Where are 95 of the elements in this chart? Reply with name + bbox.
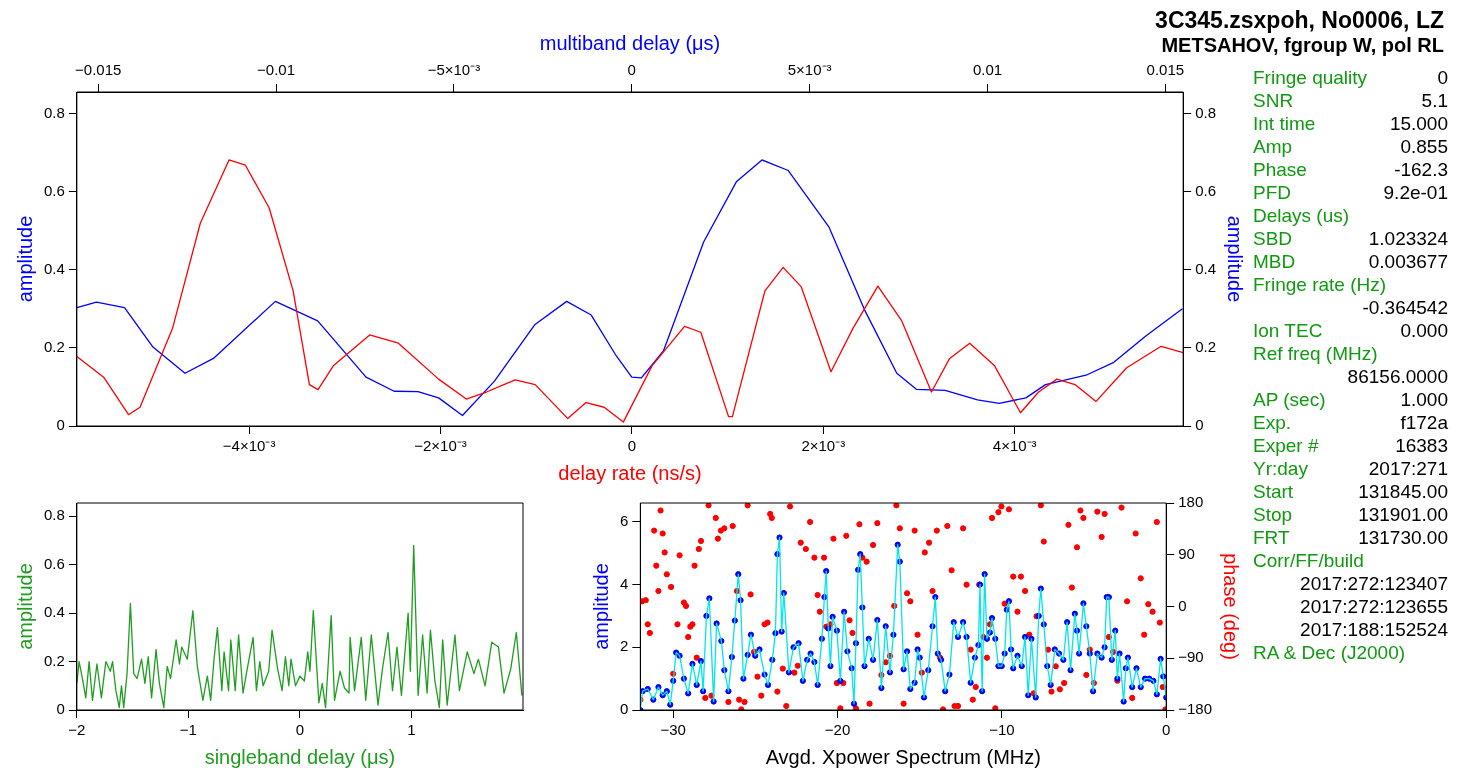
y-axis-title: amplitude (13, 215, 36, 303)
text: 1.023324 (1368, 227, 1448, 250)
x2-axis-title: multiband delay (μs) (539, 31, 721, 54)
text: Ref freq (MHz) (1253, 342, 1378, 365)
y-tick-label: 0.4 (43, 259, 65, 277)
x-tick-label: −4×10⁻³ (222, 437, 276, 455)
text: SBD (1253, 227, 1293, 250)
x2-tick-label: −0.015 (75, 61, 122, 79)
y-tick-label: 0.6 (43, 554, 65, 572)
y2-tick-label: 0.2 (1195, 338, 1217, 356)
x2-tick-label: −0.01 (257, 61, 296, 79)
y2-tick-label: 0 (1178, 596, 1187, 614)
y2-tick-label: 0.6 (1195, 181, 1217, 199)
y2-tick-label: 90 (1178, 544, 1195, 562)
text: 3C345.zsxpoh, No0006, LZ (1155, 7, 1444, 33)
x-tick-label: −30 (660, 721, 686, 739)
text: -0.364542 (1362, 296, 1448, 319)
y-tick-label: 0.8 (43, 103, 65, 121)
y-tick-label: 0.4 (43, 603, 65, 621)
x-tick-label: −20 (824, 721, 851, 739)
text: 5.1 (1421, 89, 1448, 112)
text: 2017:272:123655 (1300, 595, 1448, 618)
y-tick-label: 2 (620, 637, 629, 655)
text: 2017:272:123407 (1300, 572, 1448, 595)
text: 131730.00 (1358, 526, 1448, 549)
y2-tick-label: −180 (1178, 700, 1213, 718)
text: 1.000 (1400, 388, 1448, 411)
y2-tick-label: 0.8 (1195, 103, 1217, 121)
text: 2017:188:152524 (1300, 618, 1448, 641)
y2-axis-title: phase (deg) (1220, 553, 1243, 660)
x-tick-label: 2×10⁻³ (801, 437, 846, 455)
text: RA & Dec (J2000) (1253, 641, 1406, 664)
x2-tick-label: 0.01 (972, 61, 1003, 79)
x-tick-label: −2 (68, 721, 86, 739)
x-axis-title: delay rate (ns/s) (558, 461, 702, 484)
text: f172a (1400, 411, 1448, 434)
y2-axis-title: amplitude (1224, 215, 1247, 303)
x-axis-title: Avgd. Xpower Spectrum (MHz) (765, 745, 1041, 768)
y-tick-label: 0.2 (43, 651, 65, 669)
y-tick-label: 0 (620, 700, 629, 718)
text: Fringe rate (Hz) (1253, 273, 1387, 296)
text: PFD (1253, 181, 1291, 204)
text: 15.000 (1389, 112, 1448, 135)
text: 0 (1437, 66, 1448, 89)
y2-tick-label: 0 (1195, 416, 1204, 434)
text: Exper # (1253, 434, 1319, 457)
text: 9.2e-01 (1383, 181, 1448, 204)
text: METSAHOV, fgroup W, pol RL (1161, 34, 1444, 56)
y-tick-label: 0 (56, 416, 65, 434)
text: -162.3 (1394, 158, 1448, 181)
text: SNR (1253, 89, 1294, 112)
y-tick-label: 0.6 (43, 181, 65, 199)
text: Stop (1253, 503, 1293, 526)
x-axis-title: singleband delay (μs) (204, 745, 396, 768)
text: Yr:day (1253, 457, 1308, 480)
x-tick-label: 0 (1162, 721, 1171, 739)
text: Amp (1253, 135, 1293, 158)
text: Ion TEC (1253, 319, 1323, 342)
text: Phase (1253, 158, 1307, 181)
text: 0.000 (1400, 319, 1448, 342)
text: Delays (us) (1253, 204, 1350, 227)
text: Corr/FF/build (1253, 549, 1364, 572)
text: Fringe quality (1253, 66, 1368, 89)
y-tick-label: 0.2 (43, 338, 65, 356)
text: 131901.00 (1358, 503, 1448, 526)
y-tick-label: 0.8 (43, 506, 65, 524)
x-tick-label: −1 (179, 721, 197, 739)
y-axis-title: amplitude (589, 563, 612, 650)
y-tick-label: 4 (620, 574, 629, 592)
x2-tick-label: −5×10⁻³ (427, 61, 481, 79)
text: Int time (1253, 112, 1316, 135)
text: 2017:271 (1368, 457, 1448, 480)
x-tick-label: −10 (989, 721, 1015, 739)
x2-tick-label: 5×10⁻³ (787, 61, 832, 79)
x-tick-label: 1 (407, 721, 416, 739)
text: Start (1253, 480, 1294, 503)
text: 0.855 (1400, 135, 1448, 158)
x-tick-label: −2×10⁻³ (414, 437, 467, 455)
y-axis-title: amplitude (13, 563, 36, 650)
y-tick-label: 0 (56, 700, 65, 718)
y2-tick-label: −90 (1178, 648, 1204, 666)
x-tick-label: 0 (295, 721, 305, 739)
y2-tick-label: 180 (1178, 493, 1204, 511)
text: FRT (1253, 526, 1290, 549)
x2-tick-label: 0.015 (1146, 61, 1185, 79)
text: MBD (1253, 250, 1296, 273)
y2-tick-label: 0.4 (1195, 259, 1217, 277)
y-tick-label: 6 (620, 511, 629, 529)
text: 131845.00 (1358, 480, 1448, 503)
text: Exp. (1253, 411, 1292, 434)
x-tick-label: 4×10⁻³ (992, 437, 1037, 455)
text: 86156.0000 (1347, 365, 1448, 388)
text: AP (sec) (1253, 388, 1326, 411)
text: 16383 (1395, 434, 1448, 457)
text: 0.003677 (1368, 250, 1448, 273)
